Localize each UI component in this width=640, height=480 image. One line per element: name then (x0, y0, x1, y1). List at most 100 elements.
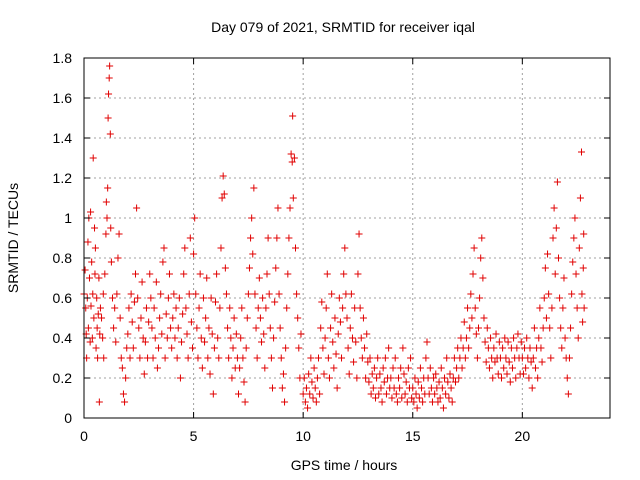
data-point (191, 214, 199, 222)
data-point (160, 244, 168, 252)
data-point (325, 374, 333, 382)
data-point (477, 254, 485, 262)
data-point (569, 258, 577, 266)
data-point (376, 370, 384, 378)
data-point (442, 390, 450, 398)
data-point (531, 364, 539, 372)
data-point (221, 264, 229, 272)
data-point (564, 390, 572, 398)
data-point (409, 384, 417, 392)
data-point (356, 304, 364, 312)
data-point (401, 390, 409, 398)
data-point (437, 364, 445, 372)
data-point (439, 404, 447, 412)
data-point (139, 334, 147, 342)
y-tick-label: 1.4 (53, 130, 73, 146)
data-point (365, 378, 373, 386)
y-tick-labels: 0 0.2 0.4 0.6 0.8 1 1.2 1.4 1.6 1.8 (53, 50, 73, 426)
data-point (378, 398, 386, 406)
data-point (290, 154, 298, 162)
data-point (99, 290, 107, 298)
data-point (155, 344, 163, 352)
data-point (106, 130, 114, 138)
data-point (96, 330, 104, 338)
data-point (368, 370, 376, 378)
data-point (192, 290, 200, 298)
data-point (300, 374, 308, 382)
data-point (482, 358, 490, 366)
data-point (397, 364, 405, 372)
data-point (273, 234, 281, 242)
data-point (313, 374, 321, 382)
data-point (510, 334, 518, 342)
data-point (462, 334, 470, 342)
data-point (546, 324, 554, 332)
data-point (129, 344, 137, 352)
data-point (499, 344, 507, 352)
data-point (380, 378, 388, 386)
data-point (311, 384, 319, 392)
data-point (199, 294, 207, 302)
data-point (181, 244, 189, 252)
data-point (541, 264, 549, 272)
data-point (87, 208, 95, 216)
data-point (157, 290, 165, 298)
data-point (329, 338, 337, 346)
data-point (196, 270, 204, 278)
data-point (526, 344, 534, 352)
data-point (137, 314, 145, 322)
data-point (127, 290, 135, 298)
data-point (117, 354, 125, 362)
data-point (126, 354, 134, 362)
data-point (377, 384, 385, 392)
data-point (322, 304, 330, 312)
data-point (220, 190, 228, 198)
data-point (542, 314, 550, 322)
data-point (187, 318, 195, 326)
data-point (101, 270, 109, 278)
data-point (503, 370, 511, 378)
data-point (119, 390, 127, 398)
data-point (213, 270, 221, 278)
data-point (252, 324, 260, 332)
data-point (259, 294, 267, 302)
data-point (224, 324, 232, 332)
data-point (506, 378, 514, 386)
data-point (268, 384, 276, 392)
data-point (476, 294, 484, 302)
data-point (281, 398, 289, 406)
data-point (362, 374, 370, 382)
data-point (527, 358, 535, 366)
data-point (288, 158, 296, 166)
data-point (105, 90, 113, 98)
data-point (436, 394, 444, 402)
data-point (85, 274, 93, 282)
data-point (169, 314, 177, 322)
data-point (190, 250, 198, 258)
data-point (304, 404, 312, 412)
data-point (179, 310, 187, 318)
data-point (107, 258, 115, 266)
data-point (255, 274, 263, 282)
data-point (256, 314, 264, 322)
data-point (470, 244, 478, 252)
data-point (156, 314, 164, 322)
data-point (134, 294, 142, 302)
x-tick-label: 20 (515, 428, 531, 444)
data-point (538, 358, 546, 366)
data-point (435, 378, 443, 386)
data-point (422, 354, 430, 362)
data-point (411, 374, 419, 382)
data-point (184, 354, 192, 362)
data-point (226, 304, 234, 312)
data-point (297, 330, 305, 338)
data-point (341, 244, 349, 252)
data-point (91, 244, 99, 252)
data-point (105, 74, 113, 82)
data-point (277, 354, 285, 362)
y-tick-label: 1 (64, 210, 72, 226)
data-point (318, 298, 326, 306)
data-point (170, 290, 178, 298)
data-point (253, 354, 261, 362)
data-point (485, 364, 493, 372)
